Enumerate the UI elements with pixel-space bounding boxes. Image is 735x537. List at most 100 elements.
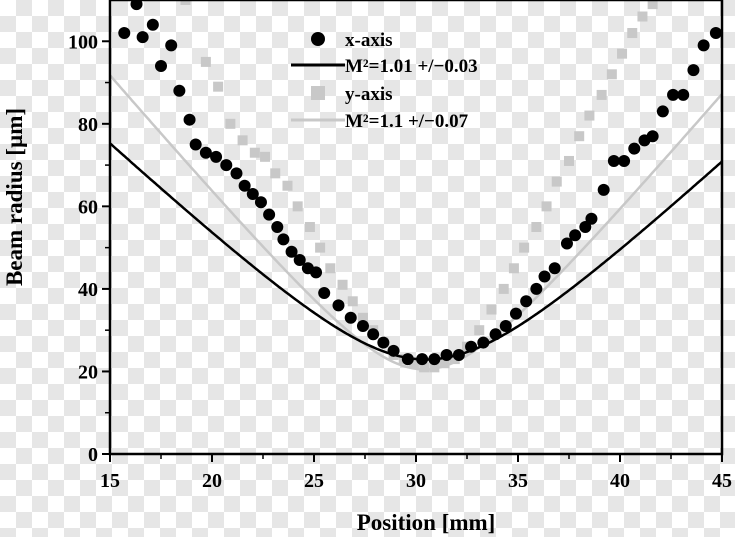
x-axis-point <box>254 196 267 209</box>
x-axis-point <box>597 183 610 196</box>
x-axis-point <box>697 39 710 52</box>
y-axis-point <box>584 110 595 121</box>
x-axis-point <box>318 287 331 300</box>
x-axis-point <box>377 336 390 349</box>
x-axis-point <box>677 88 690 101</box>
x-tick-label: 45 <box>712 470 732 492</box>
x-axis-point <box>189 138 202 151</box>
x-axis-point <box>146 18 159 31</box>
x-axis-point <box>667 88 680 101</box>
y-axis-point <box>627 28 638 39</box>
x-axis-point <box>367 328 380 341</box>
y-axis-point <box>637 11 648 22</box>
y-axis-point <box>180 0 191 5</box>
x-axis-point <box>210 150 223 163</box>
y-tick-label: 60 <box>78 196 98 218</box>
legend-item-x-axis-marker <box>311 32 325 46</box>
x-axis-point <box>238 179 251 192</box>
y-axis-point <box>531 222 542 232</box>
x-axis-point <box>230 167 243 180</box>
y-axis-point <box>282 180 293 191</box>
x-axis-point <box>310 266 323 279</box>
legend-item-y-axis-label: y-axis <box>345 84 393 105</box>
legend-item-y-fit-label: M²=1.1 +/−0.07 <box>345 111 469 132</box>
x-axis-title: Position [mm] <box>357 510 496 535</box>
x-tick-label: 35 <box>508 470 528 492</box>
x-axis-point <box>560 237 573 250</box>
x-axis-point <box>199 146 212 159</box>
y-axis-point <box>337 279 348 290</box>
y-tick-label: 80 <box>78 114 98 136</box>
x-axis-point <box>548 262 561 275</box>
x-axis-point <box>118 27 131 40</box>
y-axis-point <box>270 168 281 179</box>
y-axis-point <box>541 201 552 212</box>
y-axis-point <box>474 325 485 336</box>
y-axis-title: Beam radius [µm] <box>2 108 27 286</box>
y-axis-point <box>260 151 271 162</box>
x-axis-point <box>509 307 522 320</box>
x-axis-point <box>263 208 276 221</box>
legend-item-y-axis-marker <box>311 86 325 100</box>
x-axis-point <box>618 154 631 167</box>
x-axis-point <box>155 60 167 73</box>
legend: x-axis M²=1.01 +/−0.03 y-axis M²=1.1 +/−0.0… <box>291 30 478 132</box>
x-tick-label: 40 <box>610 470 630 492</box>
y-tick-label: 0 <box>88 444 98 466</box>
x-tick-label: 30 <box>406 470 426 492</box>
x-axis-point <box>220 159 233 172</box>
x-axis-point <box>344 311 357 324</box>
x-axis-point <box>332 299 345 312</box>
y-axis-point <box>200 56 211 67</box>
x-axis-point <box>646 130 659 143</box>
y-axis-point <box>596 89 607 100</box>
x-axis-point <box>246 187 259 200</box>
x-axis-point <box>183 113 196 126</box>
y-axis-point <box>213 81 224 92</box>
y-axis-point <box>249 147 260 158</box>
y-axis-point <box>237 135 248 146</box>
y-axis-point <box>519 242 530 253</box>
y-axis-point <box>498 283 509 294</box>
y-axis-point <box>225 118 236 129</box>
y-axis-point <box>508 263 519 274</box>
x-tick-label: 20 <box>202 470 222 492</box>
legend-item-x-axis-label: x-axis <box>345 30 393 51</box>
x-axis-point <box>277 233 290 246</box>
x-axis-point <box>628 142 641 155</box>
y-axis-point <box>292 201 303 212</box>
x-axis-point <box>173 84 186 97</box>
y-axis-point <box>606 69 617 80</box>
x-tick-label: 15 <box>100 470 120 492</box>
y-tick-label: 40 <box>78 279 98 301</box>
y-axis-point <box>617 48 628 59</box>
y-axis-point <box>357 312 368 323</box>
x-axis-point <box>709 27 722 40</box>
x-axis-point <box>520 295 533 308</box>
x-axis-fit-line <box>110 142 722 361</box>
y-tick-label: 100 <box>68 31 98 53</box>
x-axis-point <box>687 64 700 77</box>
x-axis-point <box>136 31 149 44</box>
x-axis-point <box>293 254 306 267</box>
y-axis-point <box>408 358 419 369</box>
x-axis-point <box>579 221 592 233</box>
x-axis-point <box>607 154 620 167</box>
y-axis-point <box>564 155 574 166</box>
y-axis-point <box>647 0 658 10</box>
y-tick-label: 20 <box>78 361 98 383</box>
x-axis-point <box>569 229 582 242</box>
x-axis-point <box>285 245 298 258</box>
y-axis-point <box>439 358 450 369</box>
x-axis-point <box>165 39 178 52</box>
y-axis-point <box>304 222 315 232</box>
x-axis-point <box>499 320 512 333</box>
x-axis-point <box>530 282 543 295</box>
x-axis-point <box>538 270 551 283</box>
y-axis-point <box>574 131 585 142</box>
y-axis-fit-line <box>110 74 722 371</box>
x-tick-label: 25 <box>304 470 324 492</box>
legend-item-x-fit-label: M²=1.01 +/−0.03 <box>345 56 478 77</box>
x-axis-point <box>271 221 284 233</box>
